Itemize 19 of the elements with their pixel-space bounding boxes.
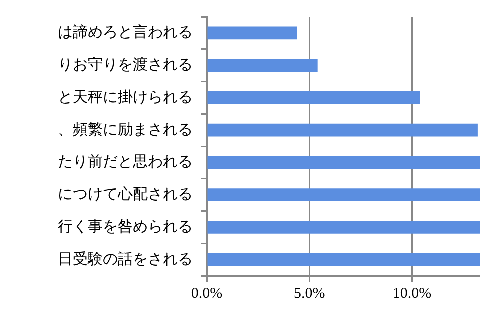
bar: [208, 253, 480, 266]
x-tick-label: 10.0%: [392, 286, 432, 302]
y-tick-label: につけて心配される: [58, 186, 193, 203]
bar: [208, 91, 420, 104]
y-tick-label: たり前だと思われる: [58, 154, 193, 171]
y-tick-label: 、頻繁に励まされる: [58, 121, 193, 138]
y-tick-label: と天秤に掛けられる: [58, 88, 193, 106]
x-tick-label: 5.0%: [294, 286, 326, 302]
y-tick-label: 行く事を咎められる: [58, 218, 193, 236]
bar: [208, 26, 298, 40]
y-tick-label: りお守りを渡される: [58, 56, 193, 74]
y-tick-label: は諦めろと言われる: [58, 24, 193, 42]
bar: [208, 59, 318, 72]
bar: [208, 156, 480, 170]
x-tick-label: 0.0%: [191, 286, 223, 302]
bar: [208, 188, 480, 202]
bar: [208, 220, 480, 234]
bar: [208, 124, 478, 137]
y-tick-label: 日受験の話をされる: [58, 250, 193, 268]
